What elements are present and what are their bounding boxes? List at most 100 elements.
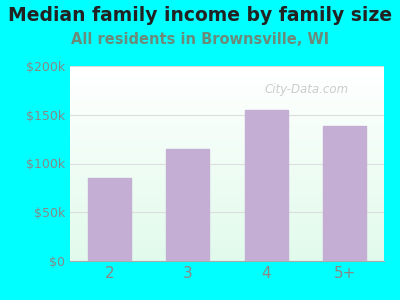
Bar (70, 230, 384, 231)
Bar (70, 247, 384, 248)
Bar (70, 84, 384, 86)
Bar (70, 152, 384, 153)
Bar (70, 184, 384, 186)
Bar (70, 87, 384, 88)
Bar (70, 166, 384, 167)
Text: Median family income by family size: Median family income by family size (8, 6, 392, 25)
Bar (70, 171, 384, 172)
Bar (70, 180, 384, 182)
Bar (70, 199, 384, 200)
Bar (70, 239, 384, 240)
Bar (70, 160, 384, 161)
Bar (70, 144, 384, 145)
Bar (70, 186, 384, 187)
Bar (70, 131, 384, 132)
Bar (70, 126, 384, 127)
Bar (70, 161, 384, 162)
Bar (70, 252, 384, 253)
Bar (70, 139, 384, 140)
Bar (70, 75, 384, 76)
Bar (70, 71, 384, 73)
Bar (70, 175, 384, 176)
Bar (70, 119, 384, 121)
Bar (70, 231, 384, 232)
Bar (70, 229, 384, 230)
Bar (70, 213, 384, 214)
Bar (70, 135, 384, 136)
Bar (70, 257, 384, 258)
Bar (70, 169, 384, 170)
Bar (70, 145, 384, 147)
Bar (70, 243, 384, 244)
Bar (70, 217, 384, 218)
Bar (70, 202, 384, 204)
Bar (70, 88, 384, 89)
Bar (70, 127, 384, 128)
Bar (70, 190, 384, 191)
Bar (70, 187, 384, 188)
Bar (70, 140, 384, 141)
Bar (70, 122, 384, 123)
Bar (70, 89, 384, 91)
Bar (70, 105, 384, 106)
Bar (70, 73, 384, 74)
Bar (70, 130, 384, 131)
Bar (70, 74, 384, 75)
Text: All residents in Brownsville, WI: All residents in Brownsville, WI (71, 32, 329, 46)
Bar (70, 148, 384, 149)
Bar (70, 92, 384, 93)
Bar (70, 136, 384, 137)
Bar (70, 170, 384, 171)
Bar (70, 110, 384, 112)
Bar (70, 117, 384, 118)
Bar (70, 154, 384, 156)
Bar (70, 258, 384, 260)
Bar (70, 157, 384, 158)
Bar (70, 225, 384, 226)
Bar (70, 143, 384, 144)
Bar (70, 151, 384, 152)
Bar (70, 66, 384, 67)
Bar (70, 238, 384, 239)
Bar (70, 256, 384, 257)
Bar (70, 214, 384, 215)
Bar (70, 156, 384, 157)
Bar (70, 104, 384, 105)
Bar (70, 167, 384, 169)
Bar (70, 204, 384, 205)
Text: City-Data.com: City-Data.com (265, 83, 349, 96)
Bar (70, 253, 384, 254)
Bar (70, 192, 384, 194)
Bar (70, 123, 384, 124)
Bar (70, 221, 384, 222)
Bar (70, 183, 384, 184)
Bar (70, 226, 384, 227)
Bar (70, 260, 384, 261)
Bar (70, 113, 384, 114)
Bar (70, 188, 384, 190)
Bar (70, 116, 384, 117)
Bar (70, 176, 384, 178)
Bar (70, 232, 384, 234)
Bar (70, 172, 384, 174)
Bar (70, 235, 384, 236)
Bar (70, 205, 384, 206)
Bar (70, 201, 384, 202)
Bar (70, 85, 384, 87)
Bar (70, 108, 384, 109)
Bar (70, 102, 384, 104)
Bar (70, 112, 384, 113)
Bar (70, 121, 384, 122)
Bar (70, 118, 384, 119)
Bar (70, 179, 384, 180)
Bar (70, 212, 384, 213)
Bar (70, 242, 384, 243)
Bar (70, 245, 384, 247)
Bar (70, 128, 384, 130)
Bar (70, 206, 384, 208)
Bar (245, 110, 288, 261)
Bar (70, 137, 384, 139)
Bar (70, 78, 384, 79)
Bar (70, 158, 384, 160)
Bar (70, 98, 384, 100)
